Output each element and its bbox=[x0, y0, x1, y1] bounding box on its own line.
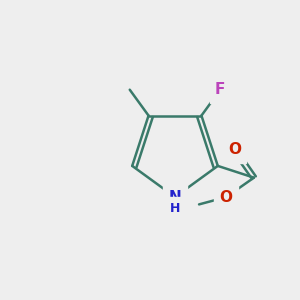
Text: H: H bbox=[170, 202, 180, 215]
Text: F: F bbox=[215, 82, 225, 97]
Text: N: N bbox=[169, 190, 182, 205]
Text: O: O bbox=[220, 190, 232, 205]
Text: O: O bbox=[228, 142, 241, 157]
